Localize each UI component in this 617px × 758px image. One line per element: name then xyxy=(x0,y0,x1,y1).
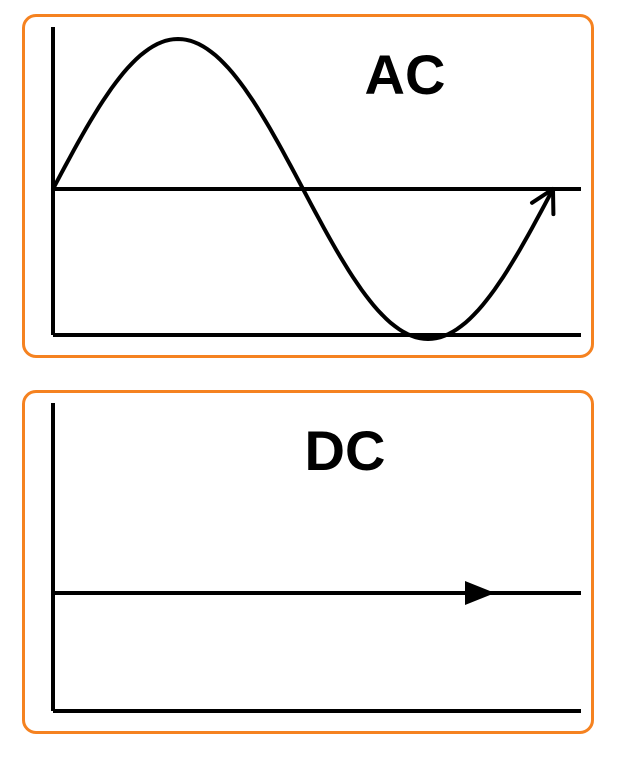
ac-label: AC xyxy=(365,43,446,106)
dc-chart-panel: DC xyxy=(22,390,594,734)
dc-label: DC xyxy=(305,419,386,482)
dc-line-arrowhead-icon xyxy=(465,581,495,605)
ac-chart-svg: AC xyxy=(25,17,591,355)
dc-chart-svg: DC xyxy=(25,393,591,731)
ac-chart-panel: AC xyxy=(22,14,594,358)
